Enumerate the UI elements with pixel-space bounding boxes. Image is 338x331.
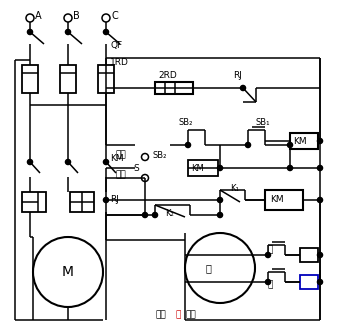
Text: 表: 表 <box>175 310 180 319</box>
Bar <box>290 133 318 149</box>
Text: KM: KM <box>270 196 284 205</box>
Circle shape <box>142 174 148 181</box>
Text: 2RD: 2RD <box>158 71 177 79</box>
Circle shape <box>317 138 322 144</box>
Text: SB₂: SB₂ <box>178 118 192 126</box>
Bar <box>22 65 38 93</box>
Circle shape <box>103 29 108 34</box>
Circle shape <box>66 160 71 165</box>
Text: SB₂: SB₂ <box>152 151 166 160</box>
Circle shape <box>103 160 108 165</box>
Circle shape <box>27 160 32 165</box>
Text: M: M <box>62 265 74 279</box>
Text: 中: 中 <box>205 263 211 273</box>
Circle shape <box>245 143 250 148</box>
Bar <box>155 82 193 94</box>
Circle shape <box>241 85 245 90</box>
Circle shape <box>185 233 255 303</box>
Bar <box>265 190 303 210</box>
Text: C: C <box>111 11 118 21</box>
Circle shape <box>217 198 222 203</box>
Circle shape <box>317 253 322 258</box>
Circle shape <box>317 279 322 285</box>
Text: 高: 高 <box>268 280 273 290</box>
Circle shape <box>102 14 110 22</box>
Circle shape <box>143 213 147 217</box>
Circle shape <box>26 14 34 22</box>
Circle shape <box>317 198 322 203</box>
Text: KM: KM <box>110 154 124 163</box>
Circle shape <box>288 166 292 170</box>
Circle shape <box>217 166 222 170</box>
Text: K₁: K₁ <box>230 183 239 193</box>
Text: RJ: RJ <box>110 196 119 205</box>
Bar <box>60 65 76 93</box>
Text: 压力: 压力 <box>155 310 166 319</box>
Bar <box>300 248 318 262</box>
Text: 接点: 接点 <box>185 310 196 319</box>
Bar <box>188 160 218 176</box>
Text: RJ: RJ <box>233 71 242 79</box>
Bar <box>70 192 94 212</box>
Circle shape <box>27 29 32 34</box>
Circle shape <box>103 198 108 203</box>
Text: S: S <box>133 164 139 172</box>
Text: 1RD: 1RD <box>110 58 129 67</box>
Circle shape <box>186 143 191 148</box>
Circle shape <box>288 143 292 148</box>
Bar <box>98 65 114 93</box>
Circle shape <box>142 154 148 161</box>
Circle shape <box>217 213 222 217</box>
Text: KM: KM <box>191 164 204 172</box>
Circle shape <box>266 279 270 285</box>
Text: SB₁: SB₁ <box>255 118 269 126</box>
Text: B: B <box>73 11 80 21</box>
Text: K₂: K₂ <box>165 210 174 218</box>
Circle shape <box>66 29 71 34</box>
Bar <box>22 192 46 212</box>
Text: 自动: 自动 <box>115 170 126 179</box>
Circle shape <box>33 237 103 307</box>
Circle shape <box>64 14 72 22</box>
Text: 低: 低 <box>268 246 273 255</box>
Bar <box>300 275 318 289</box>
Circle shape <box>266 253 270 258</box>
Text: KM: KM <box>293 136 307 146</box>
Circle shape <box>152 213 158 217</box>
Text: 手动: 手动 <box>115 151 126 160</box>
Text: QF: QF <box>110 40 122 50</box>
Circle shape <box>317 166 322 170</box>
Text: A: A <box>35 11 42 21</box>
